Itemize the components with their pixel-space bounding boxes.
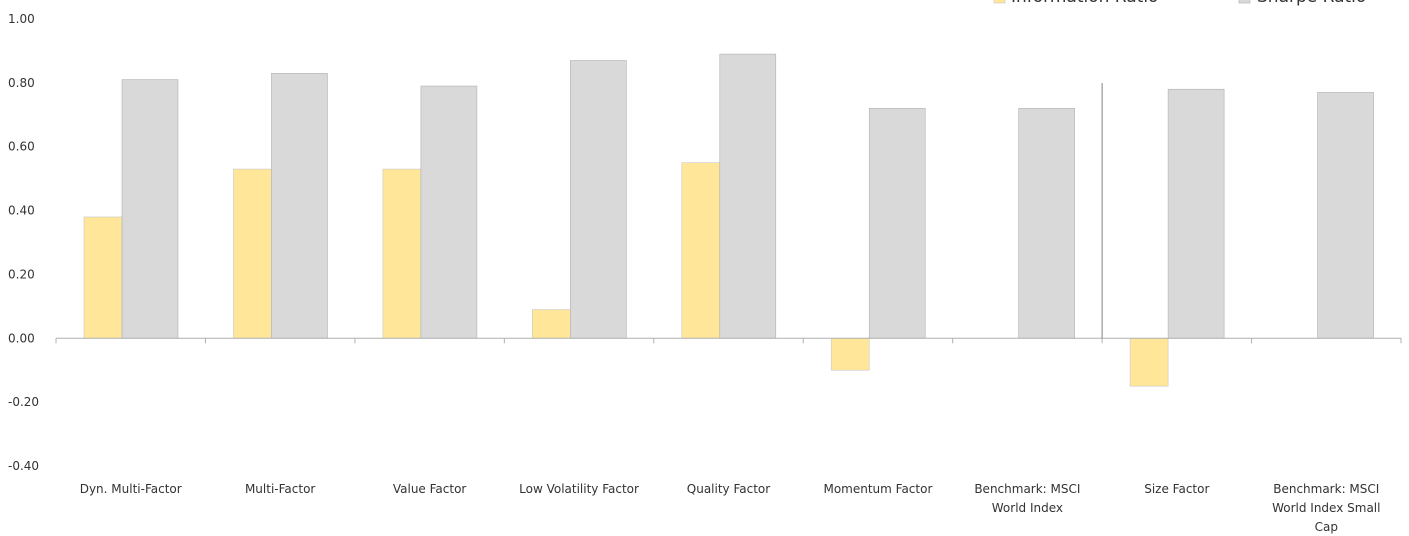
bar-sharpe-ratio <box>121 79 179 339</box>
x-axis <box>55 83 1402 344</box>
y-tick-label: 1.00 <box>8 12 35 26</box>
x-category-label: Low Volatility Factor <box>519 482 639 496</box>
bar-sharpe-ratio <box>1167 88 1225 339</box>
bar-sharpe-ratio <box>719 53 777 339</box>
bars <box>83 53 1374 387</box>
bar-sharpe-ratio <box>868 108 926 339</box>
bar-sharpe-ratio <box>1317 92 1374 339</box>
legend-label-sharpe-ratio: Sharpe Ratio <box>1257 0 1366 7</box>
bar-information-ratio <box>532 309 571 339</box>
bar-information-ratio <box>830 337 870 371</box>
bar-sharpe-ratio <box>271 72 328 339</box>
bar-information-ratio <box>83 216 123 339</box>
bar-sharpe-ratio <box>420 85 478 339</box>
legend-swatch-information-ratio <box>993 0 1006 4</box>
y-tick-label: 0.60 <box>8 140 35 154</box>
x-category-label: Momentum Factor <box>823 482 932 496</box>
legend: Information Ratio Sharpe Ratio <box>993 0 1366 7</box>
y-tick-label: -0.40 <box>8 459 39 473</box>
bar-information-ratio <box>382 168 422 339</box>
y-tick-label: 0.80 <box>8 76 35 90</box>
y-tick-label: -0.20 <box>8 395 39 409</box>
bar-information-ratio <box>233 168 272 339</box>
x-category-label: Multi-Factor <box>245 482 315 496</box>
x-category-label: Dyn. Multi-Factor <box>80 482 182 496</box>
x-category-label: Size Factor <box>1144 482 1209 496</box>
x-category-label: Benchmark: MSCI World Index Small Cap <box>1272 482 1380 534</box>
x-category-label: Value Factor <box>393 482 467 496</box>
y-tick-label: 0.00 <box>8 331 35 345</box>
bar-sharpe-ratio <box>570 60 627 339</box>
y-axis-tick-labels: 1.00 0.80 0.60 0.40 0.20 0.00 -0.20 -0.40 <box>8 12 39 473</box>
legend-label-information-ratio: Information Ratio <box>1011 0 1158 7</box>
category-labels: Dyn. Multi-Factor Multi-Factor Value Facto… <box>80 482 1381 534</box>
x-category-label: Quality Factor <box>687 482 770 496</box>
bar-sharpe-ratio <box>1018 108 1075 339</box>
legend-swatch-sharpe-ratio <box>1238 0 1251 4</box>
y-tick-label: 0.40 <box>8 204 35 218</box>
bar-information-ratio <box>681 162 721 339</box>
y-tick-label: 0.20 <box>8 267 35 281</box>
x-category-label: Benchmark: MSCI World Index <box>974 482 1080 515</box>
bar-information-ratio <box>1129 337 1169 387</box>
